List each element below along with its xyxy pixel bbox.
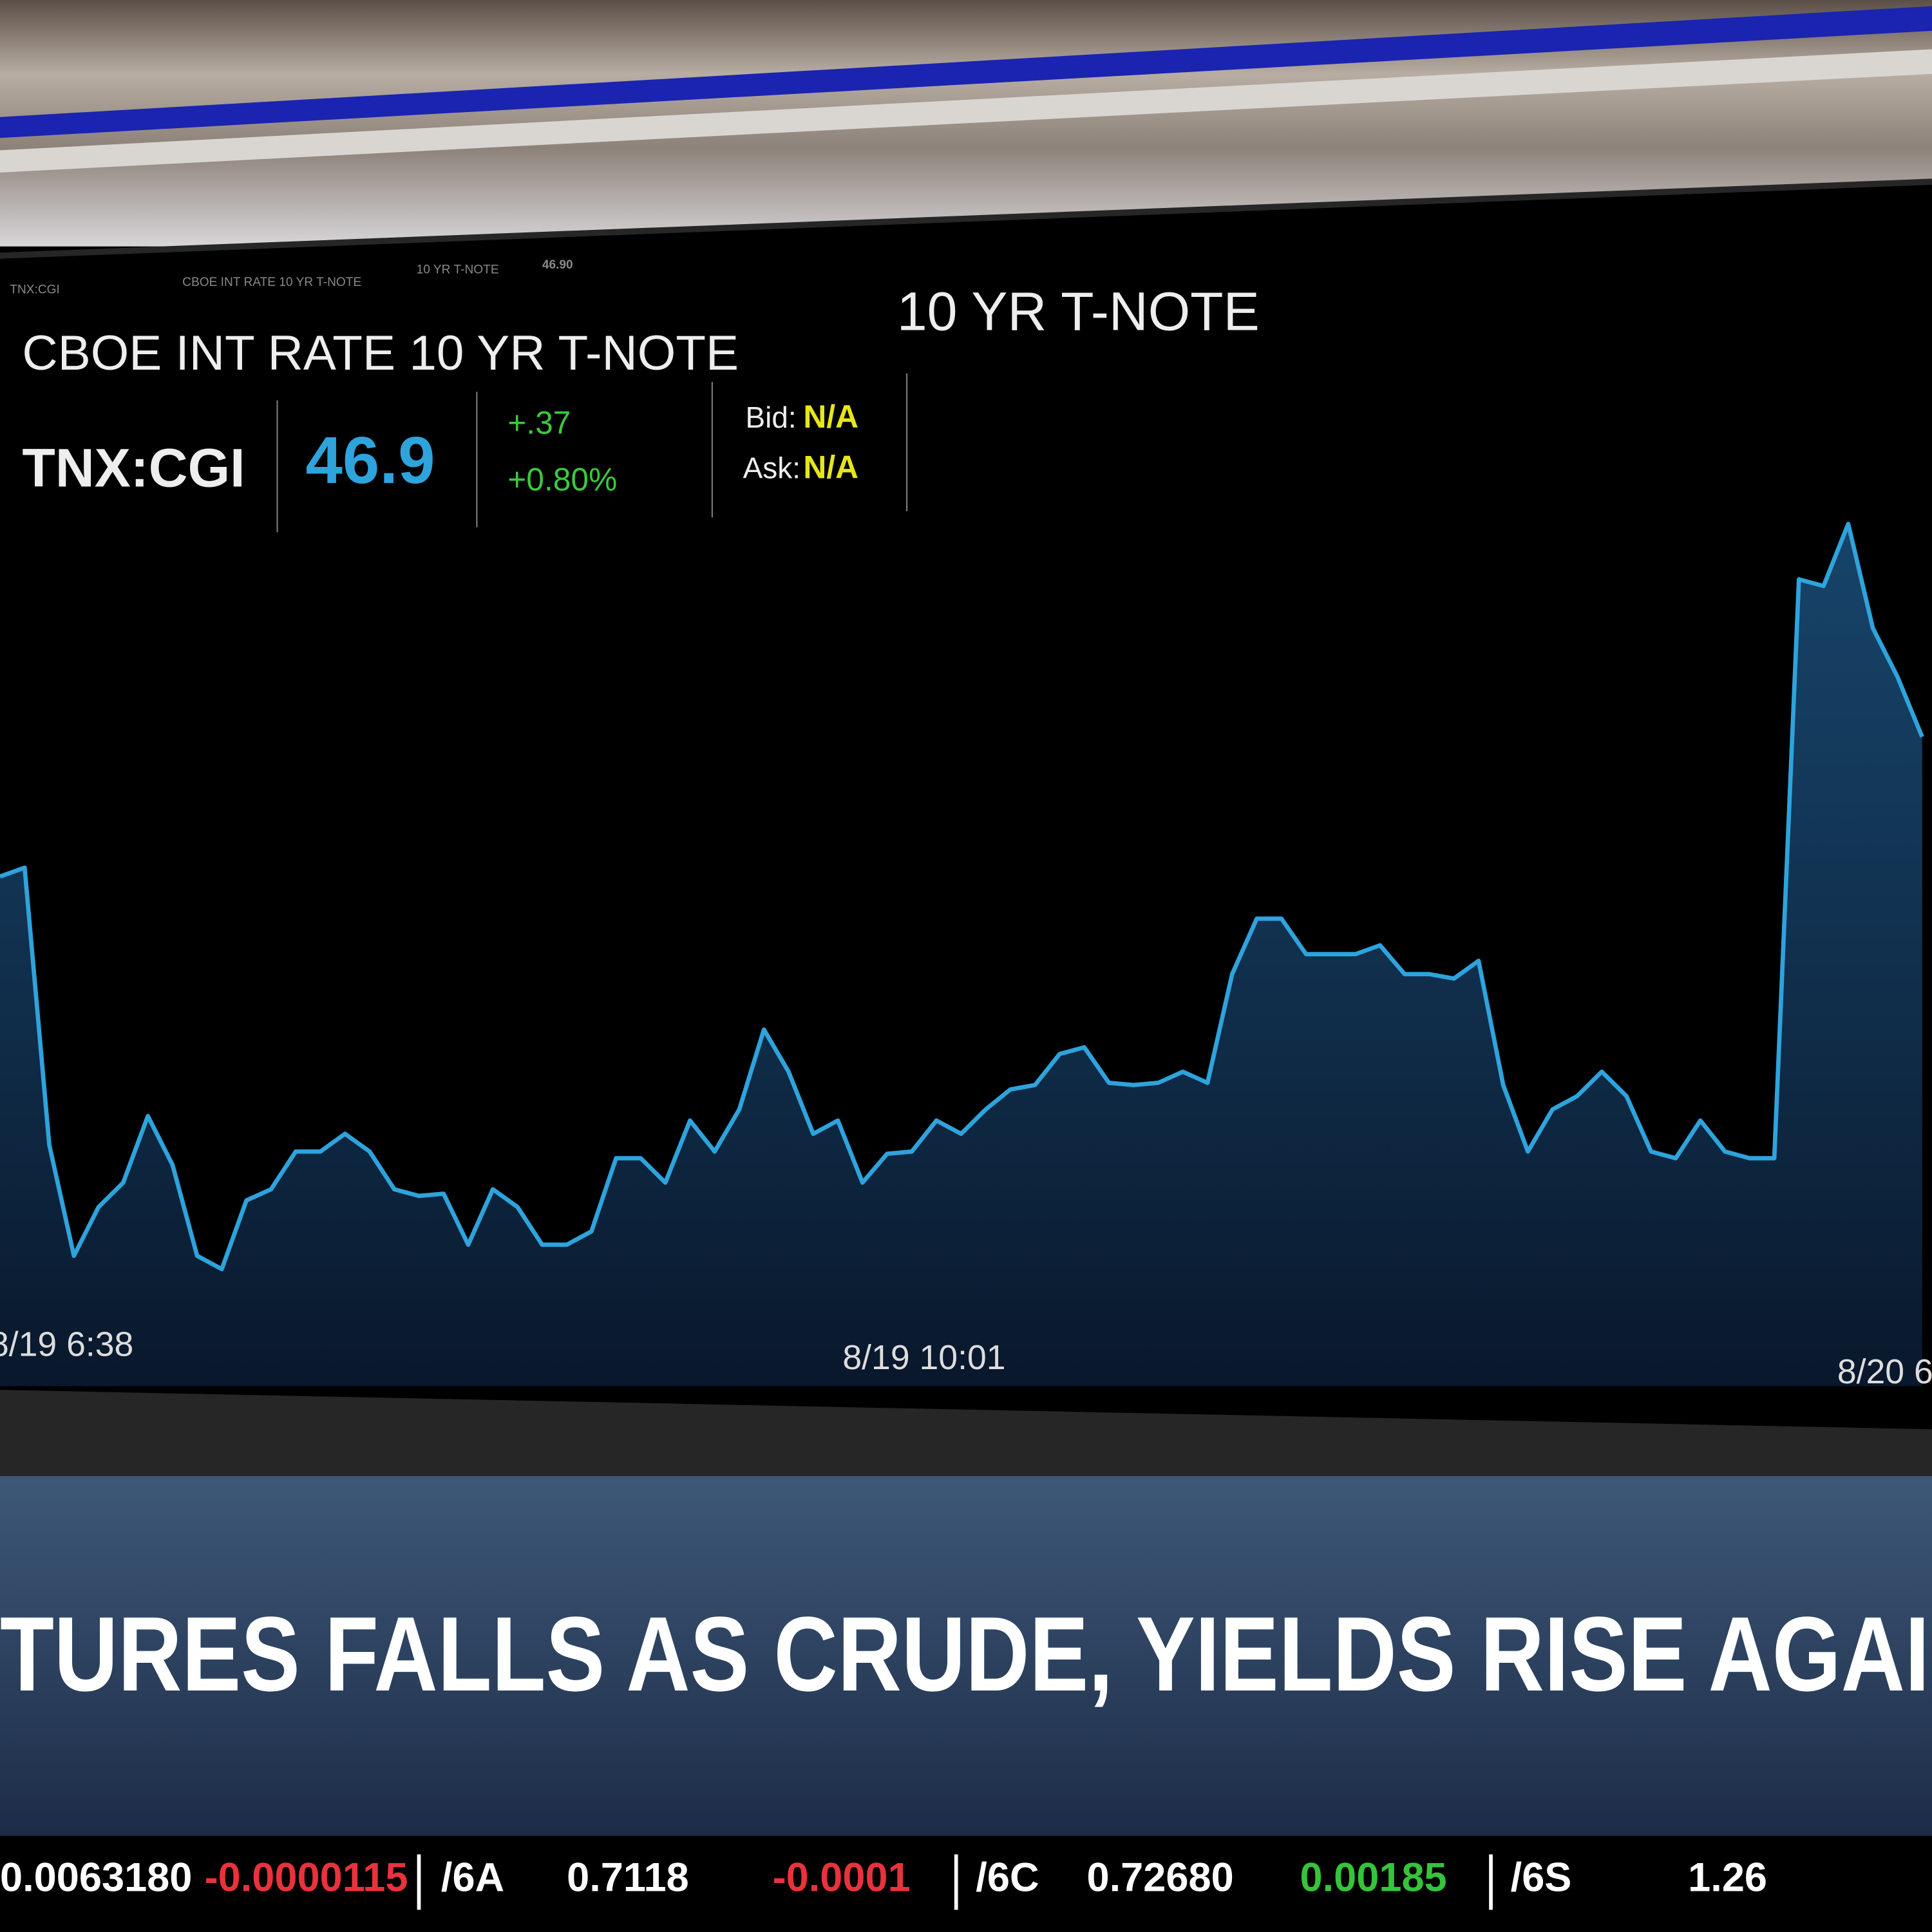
headline: TURES FALLS AS CRUDE, YIELDS RISE AGAI: [0, 1595, 1929, 1713]
toolbar-last: 46.90: [542, 258, 573, 272]
percent-change: +0.80%: [507, 461, 617, 497]
chart-title: CBOE INT RATE 10 YR T-NOTE: [22, 326, 739, 381]
last-price: 46.9: [305, 422, 435, 497]
ticker-item: -0.0001: [773, 1855, 911, 1900]
ticker: 0.0063180 -0.0000115 /6A 0.7118 -0.0001 …: [0, 1854, 1767, 1910]
chart-subtitle: 10 YR T-NOTE: [897, 281, 1260, 342]
ticker-item: /6A: [441, 1855, 504, 1900]
ticker-item: 0.7118: [567, 1855, 689, 1900]
headline-band: [0, 1476, 1932, 1836]
ticker-item: -0.0000115: [205, 1855, 408, 1900]
blue-stripe: [0, 6, 1932, 138]
plot-area: 8/19 6:38 8/19 10:01 8/20 6: [0, 522, 1932, 1391]
x-tick-label: 8/20 6: [1837, 1353, 1932, 1391]
x-tick-label: 8/19 10:01: [842, 1339, 1005, 1377]
toolbar-title: CBOE INT RATE 10 YR T-NOTE: [182, 276, 361, 289]
ticker-item: 1.26: [1688, 1855, 1767, 1900]
x-tick-label: 8/19 6:38: [0, 1326, 133, 1364]
ticker-item: 0.0063180: [0, 1855, 192, 1900]
line-area: [0, 524, 1922, 1387]
ticker-item: 0.72680: [1086, 1855, 1233, 1900]
bid-value: N/A: [803, 399, 858, 435]
bid-label: Bid:: [746, 401, 797, 434]
price-line: [0, 522, 1924, 1272]
toolbar-symbol: TNX:CGI: [10, 283, 60, 296]
ticker-item: 0.00185: [1300, 1855, 1446, 1900]
net-change: +.37: [507, 404, 571, 440]
frame-edge: [0, 49, 1932, 173]
ticker-item: /6C: [976, 1855, 1039, 1900]
ticker-item: /6S: [1511, 1855, 1572, 1900]
toolbar: TNX:CGI CBOE INT RATE 10 YR T-NOTE 10 YR…: [10, 258, 573, 296]
ask-label: Ask:: [743, 451, 800, 484]
ticker-bar: [0, 1835, 1932, 1932]
toolbar-subtitle: 10 YR T-NOTE: [417, 263, 499, 277]
ask-value: N/A: [803, 449, 858, 485]
symbol: TNX:CGI: [22, 438, 245, 498]
